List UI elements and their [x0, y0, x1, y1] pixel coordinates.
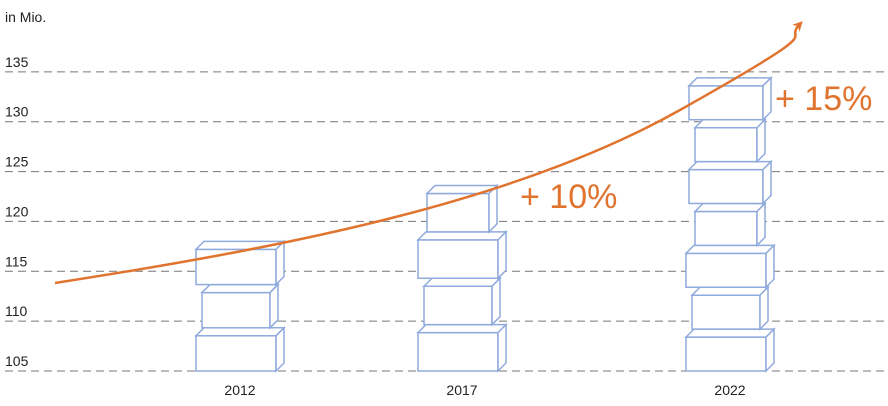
y-tick-label: 130	[5, 104, 29, 120]
box-top	[424, 278, 500, 286]
box-side	[276, 328, 284, 371]
box-side	[276, 241, 284, 284]
box	[692, 295, 760, 329]
annotation: + 10%	[520, 178, 617, 216]
annotation: + 15%	[775, 80, 872, 118]
box	[686, 337, 766, 371]
box-top	[202, 285, 278, 293]
box	[196, 249, 276, 284]
box-top	[689, 162, 771, 170]
box	[689, 86, 763, 120]
x-tick-label: 2017	[446, 382, 477, 398]
bar	[196, 241, 284, 371]
x-tick-label: 2012	[224, 382, 255, 398]
box	[689, 170, 763, 204]
box-side	[498, 325, 506, 371]
box-side	[270, 285, 278, 328]
box-side	[766, 245, 774, 287]
box	[196, 336, 276, 371]
x-tick-label: 2022	[714, 382, 745, 398]
box	[202, 293, 270, 328]
box	[418, 333, 498, 371]
chart: in Mio. 105 110 115 120 125 130 135 + 10% + 15…	[0, 0, 888, 406]
box-top	[695, 120, 765, 128]
bar	[418, 186, 506, 371]
box-top	[686, 329, 774, 337]
box-top	[695, 203, 765, 211]
box-side	[489, 186, 497, 232]
box-top	[418, 232, 506, 240]
box-side	[757, 120, 765, 162]
unit-label: in Mio.	[5, 9, 46, 25]
box-side	[763, 162, 771, 204]
box-side	[766, 329, 774, 371]
y-tick-label: 125	[5, 154, 29, 170]
y-tick-label: 115	[5, 253, 28, 269]
box-side	[763, 78, 771, 120]
box-side	[760, 287, 768, 329]
box-side	[498, 232, 506, 278]
y-tick-label: 120	[5, 203, 29, 219]
box	[418, 240, 498, 278]
box-top	[418, 325, 506, 333]
y-tick-label: 105	[5, 353, 29, 369]
box-side	[757, 203, 765, 245]
y-tick-label: 110	[5, 303, 28, 319]
box	[424, 286, 492, 324]
box	[695, 211, 757, 245]
box-top	[692, 287, 768, 295]
box-top	[686, 245, 774, 253]
box-side	[492, 278, 500, 324]
box	[695, 128, 757, 162]
y-tick-label: 135	[5, 54, 29, 70]
box	[686, 253, 766, 287]
box-top	[196, 328, 284, 336]
